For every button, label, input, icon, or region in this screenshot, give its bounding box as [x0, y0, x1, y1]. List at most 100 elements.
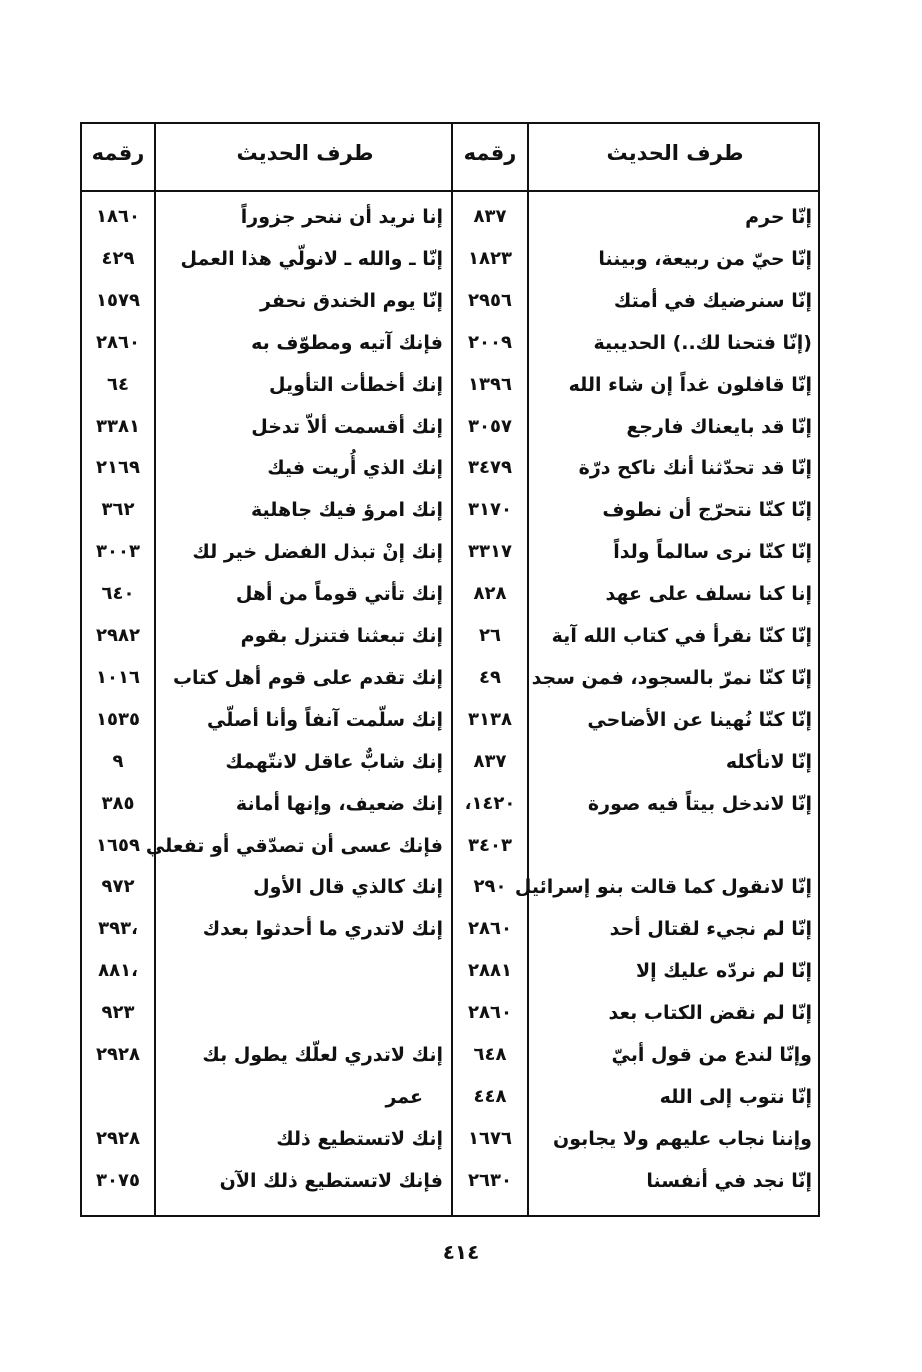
- hadith-text: إنّا حيّ من ربيعة، وبيننا: [598, 247, 812, 270]
- hadith-text: إنّا لم نردّه عليك إلا: [635, 960, 812, 983]
- hadith-number: ٩٢٣: [101, 1002, 135, 1024]
- hadith-number: ١٣٩٦: [468, 373, 512, 395]
- hadith-text: إنّا كنّا نرى سالماً ولداً: [613, 541, 812, 564]
- hadith-text: إنّا لم نقض الكتاب بعد: [608, 1002, 812, 1025]
- hadith-text: إنّا قافلون غداً إن شاء الله: [568, 373, 812, 396]
- hadith-number: ٢١٦٩: [96, 457, 140, 479]
- hadith-text: فإنك عسى أن تصدّقي أو تفعلي: [145, 834, 443, 857]
- hadith-number: ١٥٧٩: [96, 289, 140, 311]
- hadith-text: عمر: [385, 1085, 423, 1108]
- hadith-number: ٢٩٢٨: [96, 1044, 140, 1065]
- hadith-text: إنك امرؤ فيك جاهلية: [250, 499, 443, 522]
- hadith-text: فإنك آتيه ومطوّف به: [251, 331, 443, 354]
- hadith-text: إنك تأتي قوماً من أهل: [235, 583, 443, 606]
- hadith-number: ٤٩: [479, 666, 501, 688]
- hadith-text: إنا نريد أن ننحر جزوراً: [240, 206, 443, 228]
- hadith-number: ٣٠٠٣: [96, 541, 140, 563]
- hadith-number: ٤٤٨: [473, 1085, 507, 1107]
- hadith-number: ٢٩٨٢: [96, 625, 140, 646]
- hadith-number: ١٦٧٦: [468, 1127, 512, 1149]
- hadith-number: ٦٤: [107, 373, 129, 395]
- hadith-text: (إنّا فتحنا لك..) الحديبية: [593, 331, 812, 354]
- hadith-number: ٣٦٢: [101, 499, 135, 521]
- hadith-text: إنّا قد بايعناك فارجع: [626, 415, 812, 438]
- hadith-number: ١٤٢٠،: [464, 792, 516, 814]
- hadith-number: ٢٨٦٠: [468, 918, 512, 940]
- header: طرف الحديث: [236, 141, 374, 165]
- hadith-number: ٢٦: [479, 625, 501, 646]
- hadith-text: إنّا لانقول كما قالت بنو إسرائيل: [514, 876, 812, 899]
- hadith-text: إنك تقدم على قوم أهل كتاب: [172, 666, 443, 689]
- hadith-text: إنك ضعيف، وإنها أمانة: [235, 792, 443, 815]
- hadith-text: إنك شابٌّ عاقل لانتّهمك: [225, 750, 443, 773]
- hadith-number: ٣٣٨١: [96, 415, 140, 437]
- hadith-number: ٨٢٨: [473, 583, 507, 605]
- table-frame: [80, 122, 820, 1217]
- hadith-number: ٢٩٥٦: [468, 289, 512, 311]
- hadith-text: إنك كالذي قال الأول: [253, 876, 443, 899]
- hadith-number: ٣٠٥٧: [468, 415, 512, 437]
- hadith-text: إنك إنْ تبذل الفضل خير لك: [192, 541, 443, 564]
- hadith-number: ٣٤٠٣: [468, 834, 512, 856]
- hadith-number: ٣٠٧٥: [96, 1169, 140, 1191]
- column-rule: [154, 122, 156, 1217]
- hadith-number: ٢٨٦٠: [468, 1002, 512, 1024]
- hadith-number: ١٠١٦: [96, 666, 140, 688]
- hadith-number: ،٨٨١: [98, 960, 138, 982]
- hadith-text: إنّا كنّا نمرّ بالسجود، فمن سجد: [531, 666, 812, 689]
- hadith-number: ٢٦٣٠: [468, 1169, 512, 1191]
- hadith-text: إنّا لاندخل بيتاً فيه صورة: [587, 792, 812, 815]
- hadith-number: ٨٣٧: [473, 750, 507, 772]
- hadith-text: إنك الذي أُريت فيك: [267, 457, 443, 480]
- hadith-number: ٣١٣٨: [468, 708, 512, 730]
- column-rule: [527, 122, 529, 1217]
- column-rule: [451, 122, 453, 1217]
- page-number: ٤١٤: [442, 1240, 480, 1264]
- hadith-text: إنّا ـ والله ـ لانولّي هذا العمل: [180, 247, 443, 270]
- hadith-number: ٣٨٥: [101, 792, 135, 814]
- hadith-number: ٢٩٢٨: [96, 1127, 140, 1149]
- hadith-text: إنّا حرم: [745, 206, 812, 228]
- header: طرف الحديث: [606, 141, 744, 165]
- hadith-text: إنّا سنرضيك في أمتك: [613, 289, 812, 312]
- hadith-text: إنك لاتدري لعلّك يطول بك: [202, 1044, 443, 1066]
- hadith-number: ،٣٩٣: [98, 918, 138, 940]
- hadith-text: إنك أخطأت التأويل: [269, 373, 443, 396]
- hadith-text: إنّا كنّا نتحرّج أن نطوف: [602, 499, 812, 522]
- hadith-number: ٩: [112, 750, 124, 772]
- hadith-text: إنّا نجد في أنفسنا: [646, 1169, 812, 1192]
- hadith-number: ١٦٥٩: [96, 834, 140, 856]
- hadith-number: ٩٧٢: [101, 876, 135, 898]
- hadith-text: إنك لاتستطيع ذلك: [276, 1127, 443, 1150]
- hadith-text: إنك سلّمت آنفاً وأنا أصلّي: [207, 708, 443, 731]
- hadith-number: ٢٨٦٠: [96, 331, 140, 353]
- hadith-text: إنّا لانأكله: [725, 750, 812, 773]
- hadith-number: ٢٨٨١: [468, 960, 512, 982]
- hadith-number: ٣٣١٧: [468, 541, 512, 563]
- hadith-text: إنك أقسمت ألاّ تدخل: [251, 415, 443, 438]
- hadith-text: إنّا كنّا نقرأ في كتاب الله آية: [551, 625, 812, 647]
- hadith-number: ٦٤٠: [101, 583, 135, 605]
- hadith-text: إنّا يوم الخندق نحفر: [260, 289, 443, 312]
- hadith-text: وإنّا لندع من قول أبيّ: [611, 1044, 812, 1066]
- hadith-text: إنّا كنّا نُهينا عن الأضاحي: [587, 708, 812, 731]
- hadith-text: إنا كنا نسلف على عهد: [605, 583, 813, 606]
- header: رقمه: [463, 141, 517, 165]
- hadith-text: إنّا لم نجيء لقتال أحد: [609, 918, 812, 941]
- hadith-number: ٦٤٨: [473, 1044, 507, 1065]
- hadith-number: ٢٩٠: [473, 876, 507, 898]
- hadith-number: ١٨٦٠: [96, 206, 140, 227]
- hadith-text: إنك لاتدري ما أحدثوا بعدك: [202, 918, 443, 941]
- hadith-number: ٢٠٠٩: [468, 331, 512, 353]
- hadith-number: ٨٣٧: [473, 206, 507, 227]
- hadith-text: إنك تبعثنا فتنزل بقوم: [240, 625, 443, 647]
- hadith-text: فإنك لاتستطيع ذلك الآن: [219, 1169, 443, 1192]
- hadith-number: ١٥٣٥: [96, 708, 140, 730]
- hadith-number: ٣١٧٠: [468, 499, 512, 521]
- hadith-number: ٣٤٧٩: [468, 457, 512, 479]
- hadith-text: وإننا نجاب عليهم ولا يجابون: [553, 1127, 812, 1150]
- hadith-text: إنّا قد تحدّثنا أنك ناكح درّة: [578, 457, 812, 480]
- header: رقمه: [91, 141, 145, 165]
- hadith-text: إنّا نتوب إلى الله: [659, 1085, 812, 1108]
